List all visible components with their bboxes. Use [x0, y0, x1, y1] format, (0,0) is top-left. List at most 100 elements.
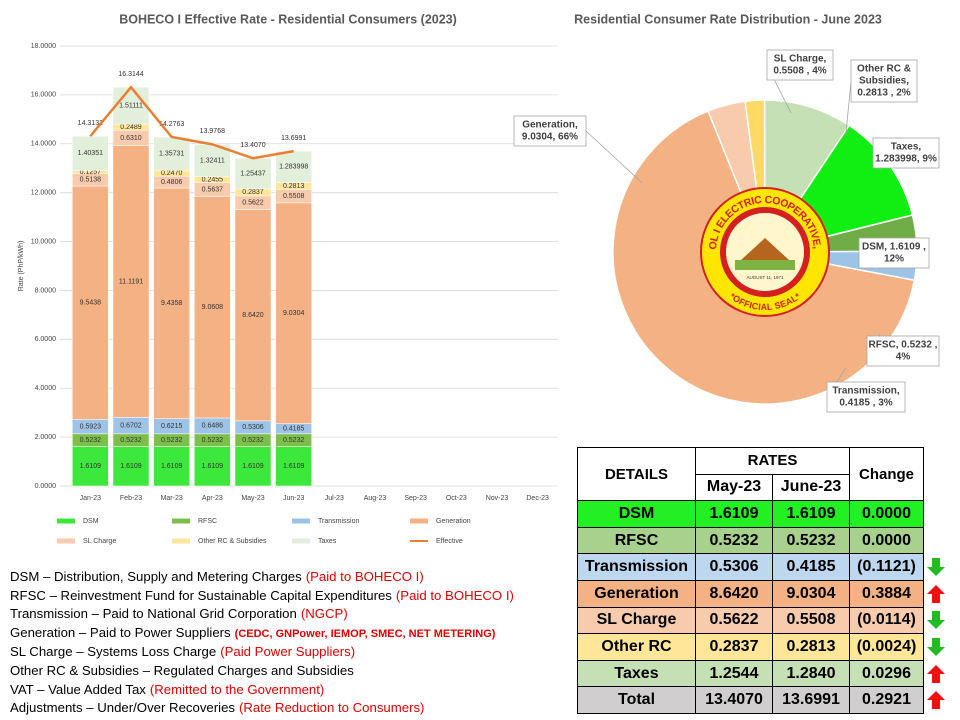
legend-label: DSM: [83, 518, 99, 525]
bar-value-label: 0.6486: [202, 423, 224, 430]
pie-label: 0.2813 , 2%: [857, 88, 910, 99]
note-text: Other RC & Subsidies – Regulated Charges…: [10, 662, 354, 678]
legend-swatch: [172, 538, 190, 544]
bar-value-label: 0.2455: [202, 177, 224, 184]
legend-swatch: [57, 518, 75, 524]
bar-value-label: 8.6420: [242, 312, 264, 319]
note-highlight: (Rate Reduction to Consumers): [239, 700, 425, 716]
bar-value-label: 0.6702: [120, 422, 142, 429]
table-cell: 1.2840: [772, 659, 850, 688]
table-cell: (0.0114): [849, 606, 924, 635]
pie-label: 0.4185 , 3%: [839, 398, 892, 409]
note-text: Generation – Paid to Power Suppliers: [10, 624, 231, 640]
pie-label-box: [850, 59, 918, 103]
bar-segment: [112, 86, 150, 125]
table-row: Transmission 0.5306 0.4185 (0.1121): [577, 553, 948, 581]
bar-value-label: 0.4185: [283, 426, 305, 433]
bar-segment: [194, 196, 231, 419]
table-cell: Other RC: [577, 633, 696, 661]
bar-value-label: 0.6310: [120, 135, 142, 142]
arrow-up: [927, 664, 945, 683]
pie-label-box: [513, 115, 587, 147]
legend-label: Transmission: [318, 518, 359, 525]
bar-segment: [72, 185, 109, 420]
bar-value-label: 1.40351: [78, 150, 103, 157]
header-cell: June-23: [772, 473, 850, 502]
arrow-cell: [923, 607, 948, 634]
table-row: Generation 8.6420 9.0304 0.3884: [577, 579, 948, 608]
table-cell: DSM: [577, 500, 696, 528]
leader-line: [845, 80, 852, 137]
table-cell: 0.2813: [772, 633, 850, 661]
pie-chart-title: Residential Consumer Rate Distribution -…: [574, 12, 882, 26]
bar-value-label: 1.51111: [119, 103, 143, 110]
bar-chart-title: BOHECO I Effective Rate - Residential Co…: [119, 12, 457, 26]
bar-value-label: 0.5637: [202, 186, 224, 193]
effective-line: [89, 85, 294, 160]
pie-label: Subsidies,: [859, 76, 909, 87]
x-tick-label: Jun-23: [283, 495, 305, 502]
legend-swatch: [410, 518, 428, 524]
header-cell: DETAILS: [577, 446, 696, 502]
rates-table: DETAILS RATES Change May-23 June-23 DSM 1.6109…: [577, 446, 948, 714]
table-cell: 13.4070: [695, 686, 773, 714]
note-line: DSM – Distribution, Supply and Metering …: [10, 568, 514, 587]
logo-founded: AUGUST 11, 1971: [746, 275, 784, 280]
table-cell: 0.2921: [849, 686, 924, 714]
table-row: DSM 1.6109 1.6109 0.0000: [577, 500, 948, 528]
pie-label: 9.0304, 66%: [522, 132, 578, 143]
y-tick-label: 14.0000: [31, 141, 56, 148]
bar-value-label: 0.2489: [120, 124, 142, 131]
line-value-label: 13.9768: [200, 128, 225, 135]
x-tick-label: Mar-23: [161, 495, 183, 502]
x-tick-label: Sep-23: [404, 495, 427, 502]
arrow-shape: [927, 611, 945, 630]
pie-label-box: [872, 137, 940, 169]
note-text: Transmission – Paid to National Grid Cor…: [10, 606, 297, 622]
line-value-label: 14.2763: [159, 121, 184, 128]
legend-swatch: [292, 518, 310, 524]
note-highlight: (Paid to BOHECO I): [305, 569, 424, 584]
x-tick-label: Nov-23: [486, 495, 509, 502]
x-tick-label: Apr-23: [202, 495, 223, 502]
table-cell: Transmission: [577, 553, 696, 581]
legend-swatch: [57, 538, 75, 544]
table-cell: SL Charge: [577, 606, 696, 635]
arrow-cell: [923, 500, 948, 528]
table-cell: Generation: [577, 579, 696, 608]
table-cell: 1.6109: [772, 500, 850, 528]
legend-label: SL Charge: [83, 538, 116, 545]
logo-house: [741, 238, 789, 260]
y-axis-label: Rate (PhP/kWh): [18, 241, 25, 292]
bar-value-label: 1.35731: [159, 150, 184, 157]
note-line: SL Charge – Systems Loss Charge (Paid Pow…: [10, 643, 514, 662]
note-text: Adjustments – Under/Over Recoveries: [10, 700, 236, 716]
table-row: RFSC 0.5232 0.5232 0.0000: [577, 526, 948, 555]
note-highlight: (Remitted to the Government): [149, 681, 325, 697]
bar-value-label: 0.5232: [283, 437, 305, 444]
table-cell: 13.6991: [772, 686, 850, 714]
arrow-cell: [923, 686, 948, 714]
table-cell: Total: [577, 686, 696, 714]
header-cell: Change: [849, 446, 924, 502]
bar-value-label: 0.5622: [242, 200, 264, 207]
x-tick-label: May-23: [241, 495, 264, 502]
x-tick-label: Dec-23: [526, 495, 549, 502]
table-cell: 0.0000: [849, 500, 924, 528]
bar-value-label: 1.6109: [202, 463, 224, 470]
arrow-shape: [927, 664, 945, 683]
bar-value-label: 1.283998: [279, 164, 308, 171]
bar-value-label: 9.0304: [283, 310, 305, 317]
bar-value-label: 1.6109: [80, 463, 102, 470]
note-line: Generation – Paid to Power Suppliers (CED…: [10, 624, 514, 644]
arrow-down: [927, 637, 945, 656]
arrow-shape: [927, 691, 945, 710]
spacer: [923, 447, 948, 501]
pie-label: Generation,: [522, 120, 578, 131]
arrow-cell: [923, 660, 948, 687]
bar-value-label: 1.6109: [161, 463, 183, 470]
note-text: DSM – Distribution, Supply and Metering …: [10, 569, 302, 584]
bar-segment: [275, 202, 312, 424]
table-cell: 0.5622: [695, 606, 773, 635]
table-row: Total 13.4070 13.6991 0.2921: [577, 686, 948, 714]
